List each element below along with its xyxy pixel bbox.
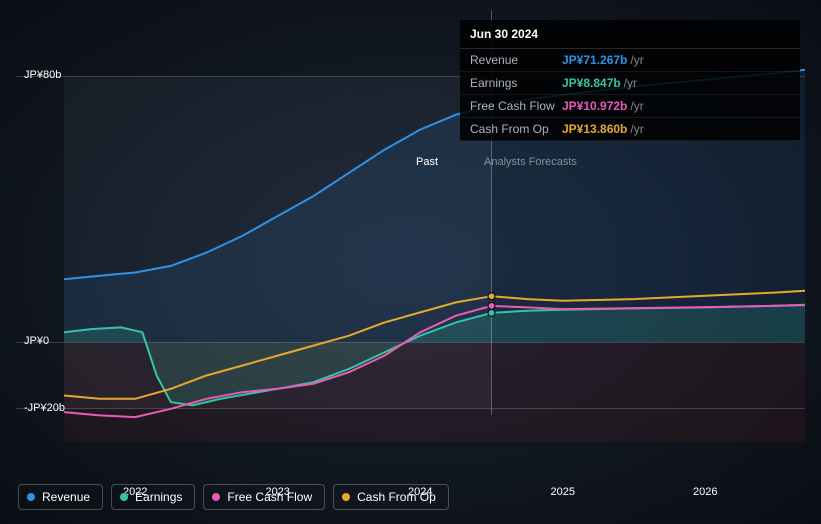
legend-label: Earnings bbox=[135, 490, 182, 504]
legend-item-cfo[interactable]: Cash From Op bbox=[333, 484, 449, 510]
tooltip-row: RevenueJP¥71.267b/yr bbox=[460, 49, 800, 72]
y-axis-label: JP¥0 bbox=[24, 335, 49, 347]
tooltip-unit: /yr bbox=[624, 76, 637, 90]
legend-dot-icon bbox=[27, 493, 35, 501]
tooltip-row: Free Cash FlowJP¥10.972b/yr bbox=[460, 95, 800, 118]
legend-item-fcf[interactable]: Free Cash Flow bbox=[203, 484, 325, 510]
legend-dot-icon bbox=[120, 493, 128, 501]
tooltip-unit: /yr bbox=[630, 53, 643, 67]
tooltip-header: Jun 30 2024 bbox=[460, 20, 800, 49]
tooltip-label: Revenue bbox=[470, 53, 562, 67]
tooltip-value: JP¥8.847b bbox=[562, 76, 621, 90]
forecast-label: Analysts Forecasts bbox=[484, 156, 577, 168]
tooltip-row: Cash From OpJP¥13.860b/yr bbox=[460, 118, 800, 141]
marker-cfo bbox=[488, 293, 495, 300]
y-axis-label: -JP¥20b bbox=[24, 402, 65, 414]
tooltip: Jun 30 2024 RevenueJP¥71.267b/yrEarnings… bbox=[460, 20, 800, 141]
tooltip-unit: /yr bbox=[630, 99, 643, 113]
tooltip-value: JP¥71.267b bbox=[562, 53, 627, 67]
legend-item-revenue[interactable]: Revenue bbox=[18, 484, 103, 510]
x-axis-label: 2026 bbox=[693, 486, 717, 498]
y-axis-label: JP¥80b bbox=[24, 69, 61, 81]
marker-fcf bbox=[488, 302, 495, 309]
x-axis-label: 2025 bbox=[551, 486, 575, 498]
marker-earnings bbox=[488, 309, 495, 316]
tooltip-label: Cash From Op bbox=[470, 122, 562, 136]
legend-label: Free Cash Flow bbox=[227, 490, 312, 504]
tooltip-label: Free Cash Flow bbox=[470, 99, 562, 113]
legend-dot-icon bbox=[212, 493, 220, 501]
legend-item-earnings[interactable]: Earnings bbox=[111, 484, 195, 510]
legend-label: Cash From Op bbox=[357, 490, 436, 504]
legend: Revenue Earnings Free Cash Flow Cash From O… bbox=[18, 484, 449, 510]
tooltip-row: EarningsJP¥8.847b/yr bbox=[460, 72, 800, 95]
past-label: Past bbox=[416, 156, 438, 168]
legend-dot-icon bbox=[342, 493, 350, 501]
tooltip-value: JP¥10.972b bbox=[562, 99, 627, 113]
tooltip-unit: /yr bbox=[630, 122, 643, 136]
legend-label: Revenue bbox=[42, 490, 90, 504]
tooltip-value: JP¥13.860b bbox=[562, 122, 627, 136]
tooltip-label: Earnings bbox=[470, 76, 562, 90]
